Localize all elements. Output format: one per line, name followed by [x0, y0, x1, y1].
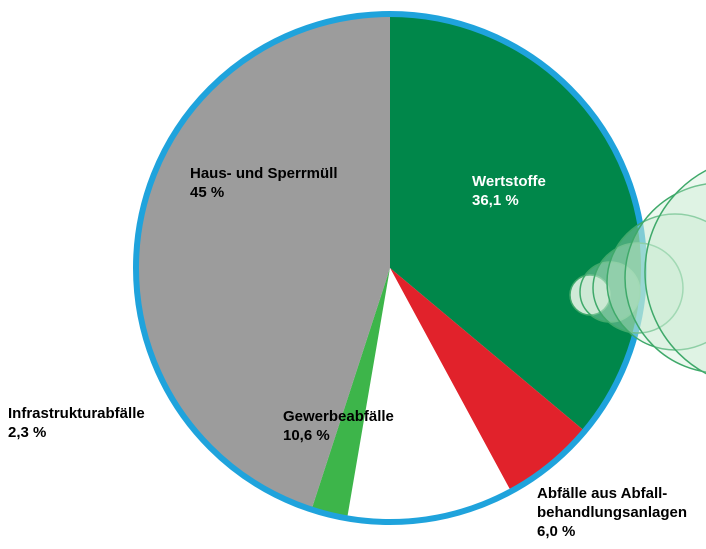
category-label: Abfälle aus Abfall-behandlungsanlagen — [537, 484, 706, 522]
chart: Wertstoffe36,1 % Abfälle aus Abfall-behan… — [0, 0, 706, 549]
pie-chart — [0, 0, 706, 549]
value-label: 36,1 % — [472, 191, 612, 210]
category-label: Haus- und Sperrmüll — [190, 164, 370, 183]
value-label: 10,6 % — [283, 426, 443, 445]
value-label: 45 % — [190, 183, 370, 202]
value-label: 2,3 % — [8, 423, 188, 442]
value-label: 6,0 % — [537, 522, 706, 541]
category-label: Wertstoffe — [472, 172, 612, 191]
category-label: Gewerbeabfälle — [283, 407, 443, 426]
category-label: Infrastrukturabfälle — [8, 404, 188, 423]
